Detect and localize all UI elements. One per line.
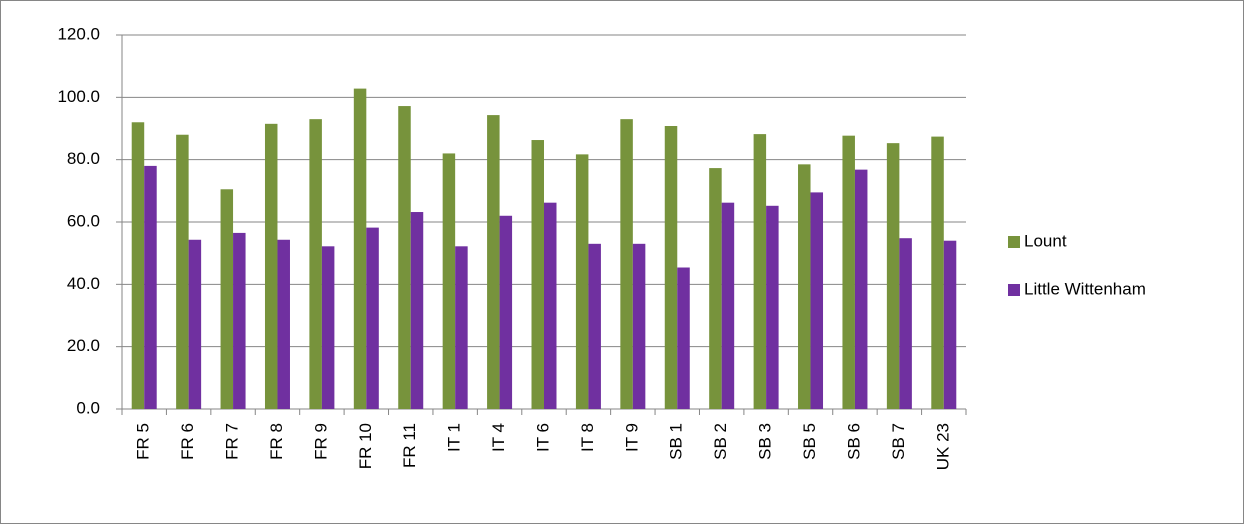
legend-swatch	[1008, 236, 1020, 248]
x-tick-label: FR 10	[356, 423, 375, 469]
bar	[455, 246, 468, 409]
bar	[588, 243, 601, 409]
bar	[233, 232, 246, 409]
x-tick-label: IT 4	[489, 423, 508, 452]
bar	[487, 115, 500, 410]
legend-label: Lount	[1024, 231, 1067, 250]
bar	[721, 202, 735, 409]
bar	[854, 169, 868, 409]
x-tick-label: SB 5	[800, 423, 819, 460]
x-tick-label: FR 11	[400, 423, 419, 468]
bar	[620, 119, 633, 410]
y-tick-label: 60.0	[67, 211, 100, 230]
x-tick-label: FR 7	[223, 423, 242, 460]
bar	[366, 227, 379, 409]
x-tick-label: SB 7	[889, 423, 908, 460]
x-tick-label: FR 6	[178, 423, 197, 460]
bar	[798, 164, 811, 409]
y-tick-label: 80.0	[67, 149, 100, 168]
y-tick-label: 40.0	[67, 274, 100, 293]
bar	[632, 243, 646, 409]
bar	[499, 215, 513, 409]
bar	[709, 168, 722, 409]
bar	[220, 189, 234, 409]
x-tick-label: IT 8	[578, 423, 597, 452]
legend-label: Little Wittenham	[1024, 279, 1146, 298]
bar	[943, 240, 957, 409]
bar	[766, 205, 779, 409]
bar	[321, 246, 335, 409]
bar	[144, 165, 157, 409]
bar	[309, 119, 322, 410]
bar	[899, 238, 912, 409]
bar	[188, 239, 202, 409]
bar	[842, 135, 855, 409]
y-tick-label: 0.0	[76, 398, 100, 417]
bar	[410, 212, 424, 409]
bar	[664, 126, 678, 410]
x-tick-label: SB 1	[667, 423, 686, 460]
bar	[353, 88, 367, 410]
bar	[544, 202, 557, 409]
bar	[398, 106, 411, 409]
x-tick-label: SB 2	[711, 423, 730, 460]
x-tick-label: IT 9	[622, 423, 641, 452]
bar	[531, 140, 544, 409]
y-tick-label: 100.0	[57, 87, 100, 106]
bar	[753, 134, 767, 410]
bar	[931, 136, 944, 409]
x-tick-label: FR 9	[311, 423, 330, 460]
bar	[886, 143, 900, 410]
x-tick-label: SB 6	[844, 423, 863, 460]
x-tick-label: UK 23	[933, 423, 952, 470]
bar	[442, 153, 456, 409]
bar	[264, 123, 278, 409]
bar	[810, 192, 824, 409]
x-tick-label: FR 8	[267, 423, 286, 460]
legend-swatch	[1008, 284, 1020, 296]
x-tick-label: IT 6	[533, 423, 552, 452]
bar	[277, 239, 290, 409]
bar	[575, 154, 589, 409]
x-tick-label: SB 3	[756, 423, 775, 460]
x-tick-label: FR 5	[134, 423, 153, 460]
y-tick-label: 20.0	[67, 336, 100, 355]
y-tick-label: 120.0	[57, 24, 100, 43]
bar	[131, 122, 145, 410]
bar	[677, 267, 690, 409]
bar	[176, 134, 189, 409]
x-tick-label: IT 1	[445, 423, 464, 452]
